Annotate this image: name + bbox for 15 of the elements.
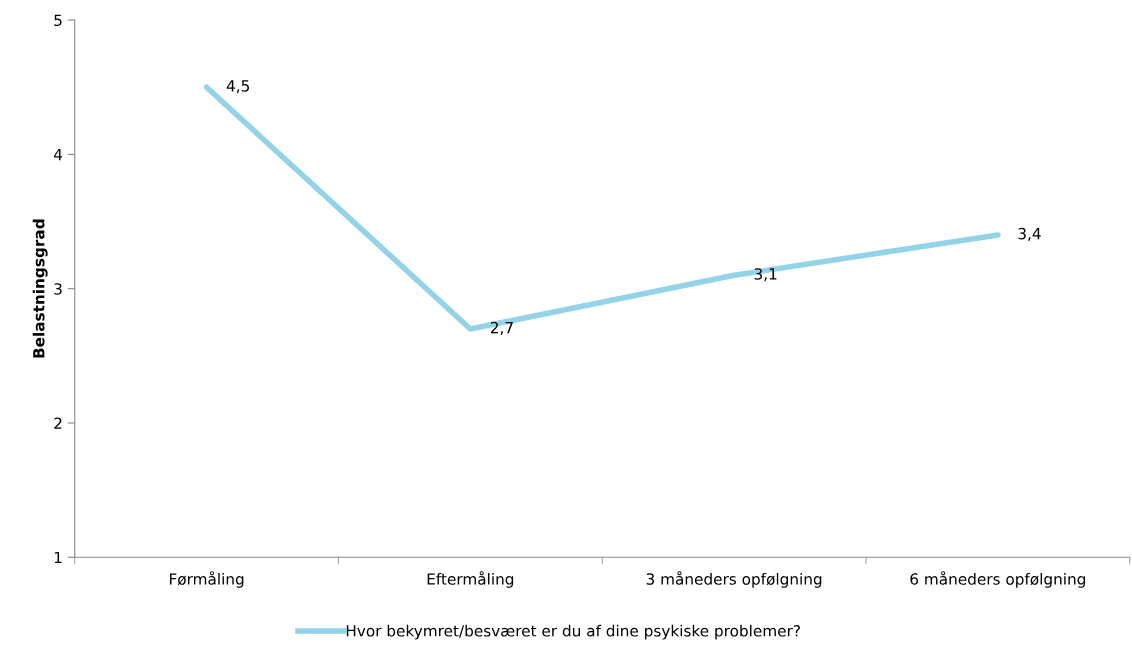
y-tick-label: 4 xyxy=(53,149,63,161)
y-tick-label: 1 xyxy=(54,551,62,564)
y-tick-label: 3 xyxy=(54,283,62,295)
data-label: 4,5 xyxy=(226,80,249,94)
data-label: 3,4 xyxy=(1018,227,1041,241)
x-tick-label: Førmåling xyxy=(169,571,244,588)
x-tick-label: Eftermåling xyxy=(427,571,514,588)
x-tick-label: 3 måneders opfølgning xyxy=(646,571,822,588)
y-tick-label: 5 xyxy=(54,14,62,27)
y-axis-title: Belastningsgrad xyxy=(32,219,48,358)
y-tick-label: 2 xyxy=(54,417,62,429)
data-label: 3,1 xyxy=(754,268,777,282)
data-label: 2,7 xyxy=(490,321,513,335)
legend-label: Hvor bekymret/besværet er du af dine psykiske problemer? xyxy=(346,624,800,640)
x-tick-label: 6 måneders opfølgning xyxy=(910,571,1086,588)
